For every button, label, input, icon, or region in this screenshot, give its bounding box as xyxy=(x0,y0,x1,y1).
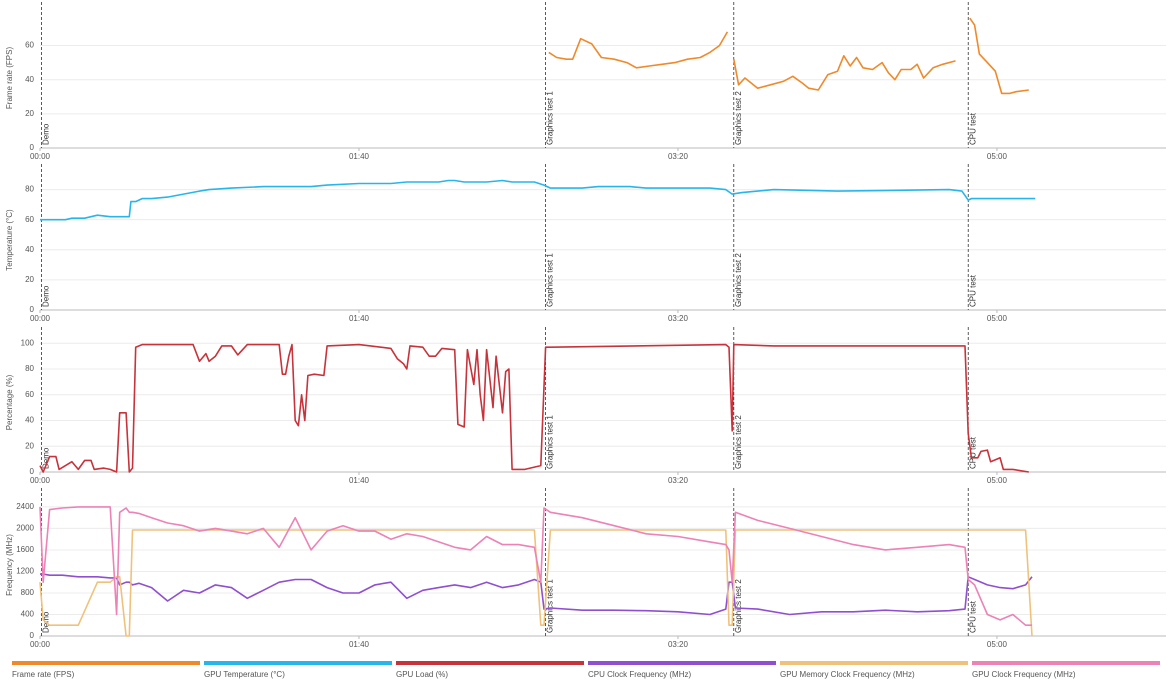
x-tick-label: 05:00 xyxy=(987,152,1008,161)
chart-panel: 0 20 40 60 80 100 00:00 01:40 03:20 05:00 Percenta… xyxy=(5,327,1166,485)
y-tick-label: 2400 xyxy=(16,502,34,511)
legend-label: Frame rate (FPS) xyxy=(12,670,75,679)
y-tick-label: 20 xyxy=(25,275,34,284)
y-axis-title: Temperature (°C) xyxy=(5,209,14,271)
y-tick-label: 60 xyxy=(25,390,34,399)
y-tick-label: 40 xyxy=(25,245,34,254)
legend-swatch xyxy=(588,661,776,665)
y-tick-label: 80 xyxy=(25,185,34,194)
legend-swatch xyxy=(396,661,584,665)
y-tick-label: 800 xyxy=(21,588,35,597)
test-marker-label: Graphics test 2 xyxy=(734,415,743,469)
test-marker-label: CPU test xyxy=(968,436,977,469)
test-marker-label: CPU test xyxy=(968,600,977,633)
y-tick-label: 20 xyxy=(25,441,34,450)
test-marker-label: Graphics test 2 xyxy=(734,579,743,633)
x-tick-label: 05:00 xyxy=(987,476,1008,485)
y-tick-label: 20 xyxy=(25,109,34,118)
series-line xyxy=(548,17,1029,95)
chart-panel: 0 400 800 1200 1600 2000 2400 00:00 01:40 03:20 05… xyxy=(5,488,1166,649)
legend-swatch xyxy=(12,661,200,665)
chart-panel: 0 20 40 60 00:00 01:40 03:20 05:00 Frame rate (F… xyxy=(5,2,1166,161)
x-tick-label: 01:40 xyxy=(349,476,370,485)
y-tick-label: 40 xyxy=(25,416,34,425)
x-tick-label: 03:20 xyxy=(668,314,689,323)
test-marker-label: Graphics test 1 xyxy=(546,91,555,145)
y-tick-label: 0 xyxy=(30,305,35,314)
y-tick-label: 0 xyxy=(30,631,35,640)
test-marker-label: CPU test xyxy=(968,112,977,145)
test-marker-label: Graphics test 1 xyxy=(546,253,555,307)
x-tick-label: 03:20 xyxy=(668,640,689,649)
y-tick-label: 0 xyxy=(30,143,35,152)
y-axis-title: Frequency (MHz) xyxy=(5,534,14,596)
y-tick-label: 0 xyxy=(30,467,35,476)
x-tick-label: 05:00 xyxy=(987,640,1008,649)
test-marker-label: Graphics test 2 xyxy=(734,91,743,145)
series-line xyxy=(39,343,1029,473)
legend-label: CPU Clock Frequency (MHz) xyxy=(588,670,691,679)
y-axis-title: Percentage (%) xyxy=(5,374,14,430)
y-tick-label: 1200 xyxy=(16,567,34,576)
y-tick-label: 80 xyxy=(25,364,34,373)
test-marker-label: Graphics test 1 xyxy=(546,579,555,633)
series-line xyxy=(40,179,1036,221)
legend-swatch xyxy=(972,661,1160,665)
legend-label: GPU Clock Frequency (MHz) xyxy=(972,670,1076,679)
y-tick-label: 60 xyxy=(25,41,34,50)
x-tick-label: 03:20 xyxy=(668,152,689,161)
y-tick-label: 60 xyxy=(25,215,34,224)
x-tick-label: 00:00 xyxy=(30,640,51,649)
y-tick-label: 100 xyxy=(21,338,35,347)
legend-label: GPU Load (%) xyxy=(396,670,448,679)
series-line xyxy=(40,573,1033,616)
y-tick-label: 40 xyxy=(25,75,34,84)
x-tick-label: 00:00 xyxy=(30,314,51,323)
legend-swatch xyxy=(204,661,392,665)
y-tick-label: 2000 xyxy=(16,524,34,533)
test-marker-label: Demo xyxy=(42,285,51,307)
x-tick-label: 01:40 xyxy=(349,314,370,323)
y-axis-title: Frame rate (FPS) xyxy=(5,47,14,110)
y-tick-label: 1600 xyxy=(16,545,34,554)
x-tick-label: 03:20 xyxy=(668,476,689,485)
x-tick-label: 01:40 xyxy=(349,640,370,649)
legend-label: GPU Memory Clock Frequency (MHz) xyxy=(780,670,915,679)
test-marker-label: CPU test xyxy=(968,274,977,307)
series-line xyxy=(39,506,1032,626)
x-tick-label: 00:00 xyxy=(30,152,51,161)
chart-panel: 0 20 40 60 80 00:00 01:40 03:20 05:00 Temperature… xyxy=(5,164,1166,323)
legend-swatch xyxy=(780,661,968,665)
test-marker-label: Graphics test 1 xyxy=(546,415,555,469)
x-tick-label: 05:00 xyxy=(987,314,1008,323)
x-tick-label: 01:40 xyxy=(349,152,370,161)
x-tick-label: 00:00 xyxy=(30,476,51,485)
test-marker-label: Graphics test 2 xyxy=(734,253,743,307)
legend-label: GPU Temperature (°C) xyxy=(204,670,285,679)
test-marker-label: Demo xyxy=(42,447,51,469)
series-line xyxy=(39,529,1033,637)
y-tick-label: 400 xyxy=(21,610,35,619)
test-marker-label: Demo xyxy=(42,123,51,145)
